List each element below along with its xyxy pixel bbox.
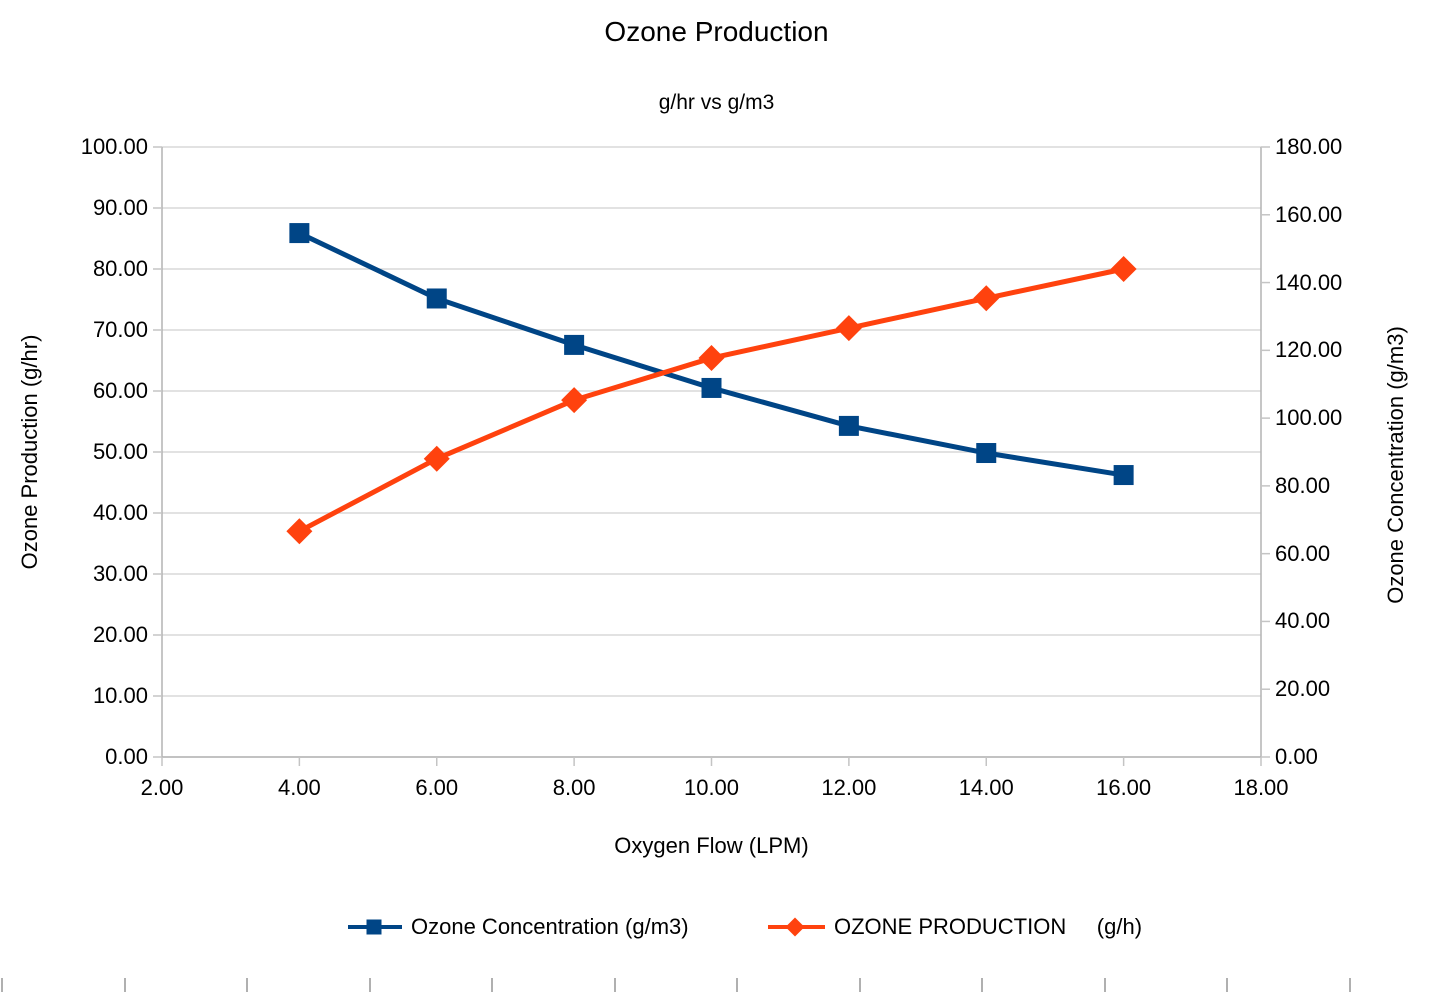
x-tick-label: 18.00	[1233, 775, 1289, 800]
ruler-tick	[123, 978, 126, 992]
y-left-tick-label: 50.00	[92, 439, 148, 464]
legend-marker-diamond-icon	[768, 917, 825, 937]
chart-subtitle: g/hr vs g/m3	[658, 91, 775, 114]
y-right-tick-label: 100.00	[1275, 405, 1343, 431]
x-tick-label: 4.00	[277, 775, 321, 800]
ruler-tick	[491, 978, 493, 992]
y-left-tick-label: 60.00	[92, 378, 148, 403]
y-right-tick-label: 160.00	[1275, 201, 1343, 227]
legend-label: Ozone Concentration (g/m3)	[411, 914, 689, 939]
legend-entry-ozone-production: OZONE PRODUCTION (g/h)	[768, 913, 1142, 941]
legend-marker-square-icon	[348, 919, 402, 935]
y-left-tick-label: 20.00	[92, 622, 148, 647]
ruler-tick	[1226, 978, 1228, 992]
y-left-tick-label: 70.00	[92, 317, 148, 342]
legend-label: OZONE PRODUCTION (g/h)	[834, 914, 1143, 939]
ruler-tick	[1348, 978, 1351, 992]
ruler-tick	[246, 978, 248, 992]
ruler-tick	[1, 978, 3, 992]
y-right-tick-label: 0.00	[1275, 744, 1318, 769]
y-right-tick-label: 60.00	[1275, 540, 1331, 566]
chart-title: Ozone Production	[604, 16, 829, 47]
ruler-tick	[981, 978, 983, 992]
ruler-tick	[368, 978, 371, 992]
y-axis-right-title: Ozone Concentration (g/m3)	[1383, 326, 1408, 604]
y-right-tick-label: 140.00	[1275, 269, 1343, 295]
x-tick-label: 6.00	[415, 775, 459, 800]
y-left-tick-label: 0.00	[105, 744, 148, 769]
x-tick-label: 10.00	[683, 775, 740, 800]
ruler-tick	[1103, 978, 1106, 992]
x-tick-label: 16.00	[1096, 775, 1152, 800]
y-right-tick-label: 80.00	[1275, 472, 1331, 498]
ruler-tick	[858, 978, 861, 992]
legend-entry-ozone-concentration: Ozone Concentration (g/m3)	[348, 913, 689, 941]
y-left-tick-label: 100.00	[80, 134, 148, 159]
y-right-tick-label: 40.00	[1275, 608, 1331, 634]
y-left-tick-label: 10.00	[92, 683, 148, 708]
x-tick-label: 14.00	[958, 775, 1014, 800]
y-right-tick-label: 120.00	[1275, 337, 1343, 363]
x-tick-label: 8.00	[552, 775, 596, 800]
y-axis-left-title: Ozone Production (g/hr)	[17, 334, 42, 570]
x-axis-title: Oxygen Flow (LPM)	[614, 833, 809, 858]
y-right-tick-label: 180.00	[1275, 134, 1343, 159]
x-tick-label: 12.00	[821, 775, 877, 800]
y-left-tick-label: 40.00	[92, 500, 148, 525]
ruler-tick	[613, 978, 616, 992]
y-left-tick-label: 80.00	[92, 256, 148, 281]
y-left-tick-label: 90.00	[92, 195, 148, 220]
y-left-tick-label: 30.00	[92, 561, 148, 586]
ruler-tick	[736, 978, 738, 992]
x-tick-label: 2.00	[140, 775, 184, 800]
y-right-tick-label: 20.00	[1275, 676, 1331, 702]
